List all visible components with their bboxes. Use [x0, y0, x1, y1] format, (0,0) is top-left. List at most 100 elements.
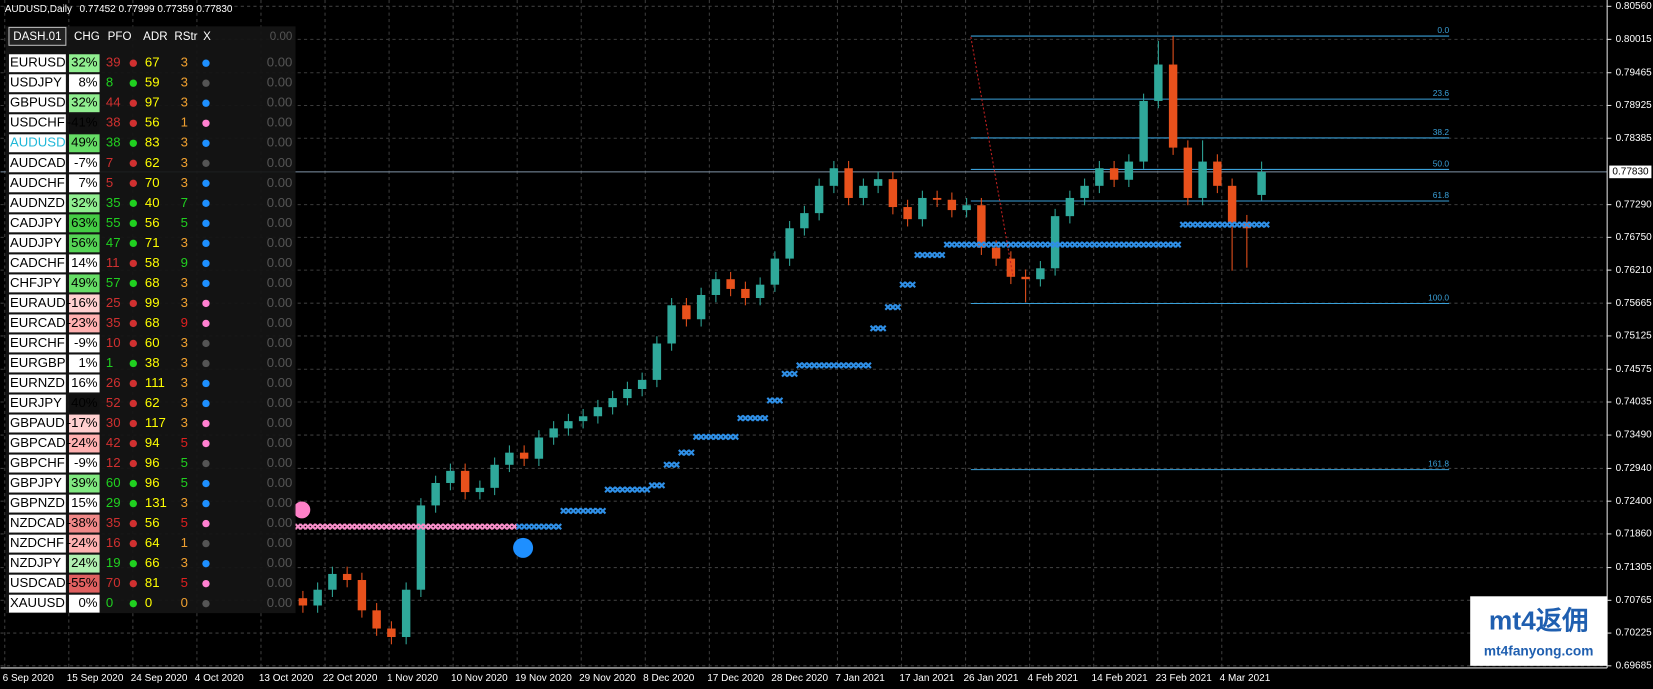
pfo-dot	[129, 439, 137, 448]
symbol-cell[interactable]	[8, 414, 66, 433]
symbol[interactable]: AUDNZD	[10, 195, 65, 210]
symbol-cell[interactable]	[8, 454, 66, 473]
chg-cell	[69, 94, 100, 113]
column-header[interactable]: RStr	[174, 31, 197, 43]
symbol-cell[interactable]	[8, 514, 66, 533]
fib-label: 23.6	[1433, 88, 1450, 98]
y-tick-label: 0.76210	[1616, 265, 1653, 276]
dashboard-title[interactable]: DASH.01	[13, 31, 61, 43]
symbol-cell[interactable]	[8, 94, 66, 113]
y-tick-label: 0.77290	[1616, 199, 1653, 210]
chg: -55%	[67, 575, 98, 590]
symbol-cell[interactable]	[8, 254, 66, 273]
chg: 40%	[71, 395, 98, 410]
symbol-cell[interactable]	[8, 294, 66, 313]
symbol[interactable]: GBPCHF	[10, 455, 65, 470]
column-header[interactable]: ADR	[143, 31, 167, 43]
row-value: 0.00	[267, 515, 293, 530]
watermark-url: mt4fanyong.com	[1484, 644, 1594, 659]
pfo: 70	[106, 575, 121, 590]
chg: 63%	[71, 215, 98, 230]
symbol[interactable]: CADCHF	[10, 255, 65, 270]
row-value: 0.00	[267, 435, 293, 450]
symbol-cell[interactable]	[8, 194, 66, 213]
symbol[interactable]: EURNZD	[10, 375, 65, 390]
rstr: 3	[181, 275, 188, 290]
adr: 97	[145, 95, 160, 110]
symbol-cell[interactable]	[8, 334, 66, 353]
symbol[interactable]: AUDCAD	[10, 155, 66, 170]
symbol[interactable]: EURCHF	[10, 335, 65, 350]
symbol-cell[interactable]	[8, 114, 66, 133]
symbol-cell[interactable]	[8, 574, 66, 593]
column-header[interactable]: PFO	[108, 31, 132, 43]
symbol[interactable]: EURCAD	[10, 315, 66, 330]
symbol-cell[interactable]	[8, 434, 66, 453]
state-dot	[202, 519, 210, 528]
symbol[interactable]: XAUUSD	[10, 595, 65, 610]
symbol[interactable]: EURUSD	[10, 55, 66, 70]
symbol-cell[interactable]	[8, 54, 66, 73]
symbol[interactable]: USDCAD	[10, 575, 66, 590]
symbol-cell[interactable]	[8, 274, 66, 293]
symbol[interactable]: GBPNZD	[10, 495, 65, 510]
y-tick-label: 0.76750	[1616, 232, 1653, 243]
column-header[interactable]: CHG	[74, 31, 100, 43]
symbol[interactable]: CHFJPY	[10, 275, 61, 290]
chg: -24%	[67, 535, 98, 550]
adr: 62	[145, 155, 160, 170]
symbol-cell[interactable]	[8, 394, 66, 413]
y-tick-label: 0.75125	[1616, 331, 1653, 342]
symbol[interactable]: NZDJPY	[10, 555, 61, 570]
y-tick-label: 0.79465	[1616, 67, 1653, 78]
symbol[interactable]: NZDCAD	[10, 515, 65, 530]
adr: 94	[145, 435, 160, 450]
symbol[interactable]: AUDUSD	[10, 135, 66, 150]
symbol-cell[interactable]	[8, 214, 66, 233]
rstr: 3	[181, 95, 188, 110]
symbol[interactable]: AUDJPY	[10, 235, 62, 250]
symbol-cell[interactable]	[8, 154, 66, 173]
adr: 56	[145, 115, 160, 130]
symbol[interactable]: GBPAUD	[10, 415, 65, 430]
symbol[interactable]: EURJPY	[10, 395, 62, 410]
dashboard-title-box[interactable]	[8, 26, 67, 46]
symbol-cell[interactable]	[8, 134, 66, 153]
symbol-cell[interactable]	[8, 174, 66, 193]
symbol-cell[interactable]	[8, 374, 66, 393]
symbol-cell[interactable]	[8, 234, 66, 253]
chg-cell	[69, 594, 100, 613]
symbol[interactable]: USDCHF	[10, 115, 65, 130]
chg-cell	[69, 114, 100, 133]
symbol[interactable]: GBPJPY	[10, 475, 62, 490]
chg-cell	[69, 174, 100, 193]
symbol-cell[interactable]	[8, 494, 66, 513]
chg-cell	[69, 434, 100, 453]
column-header[interactable]: X	[203, 31, 211, 43]
symbol[interactable]: CADJPY	[10, 215, 62, 230]
symbol[interactable]: GBPCAD	[10, 435, 66, 450]
symbol[interactable]: AUDCHF	[10, 175, 65, 190]
symbol-cell[interactable]	[8, 534, 66, 553]
symbol[interactable]: EURAUD	[10, 295, 66, 310]
symbol[interactable]: GBPUSD	[10, 95, 66, 110]
symbol[interactable]: EURGBP	[10, 355, 66, 370]
state-dot	[202, 379, 210, 388]
state-dot	[202, 359, 210, 368]
candle-body	[1168, 64, 1178, 148]
symbol-cell[interactable]	[8, 554, 66, 573]
symbol-cell[interactable]	[8, 594, 66, 613]
pfo: 35	[106, 315, 121, 330]
symbol-cell[interactable]	[8, 354, 66, 373]
symbol[interactable]: NZDCHF	[10, 535, 64, 550]
symbol[interactable]: USDJPY	[10, 75, 62, 90]
chg: 1%	[78, 355, 97, 370]
symbol-cell[interactable]	[8, 474, 66, 493]
row-value: 0.00	[267, 75, 293, 90]
pfo: 30	[106, 415, 121, 430]
pfo-dot	[129, 319, 137, 328]
row-value: 0.00	[267, 335, 293, 350]
symbol-cell[interactable]	[8, 314, 66, 333]
symbol-cell[interactable]	[8, 74, 66, 93]
x-tick-label: 8 Dec 2020	[643, 673, 695, 684]
